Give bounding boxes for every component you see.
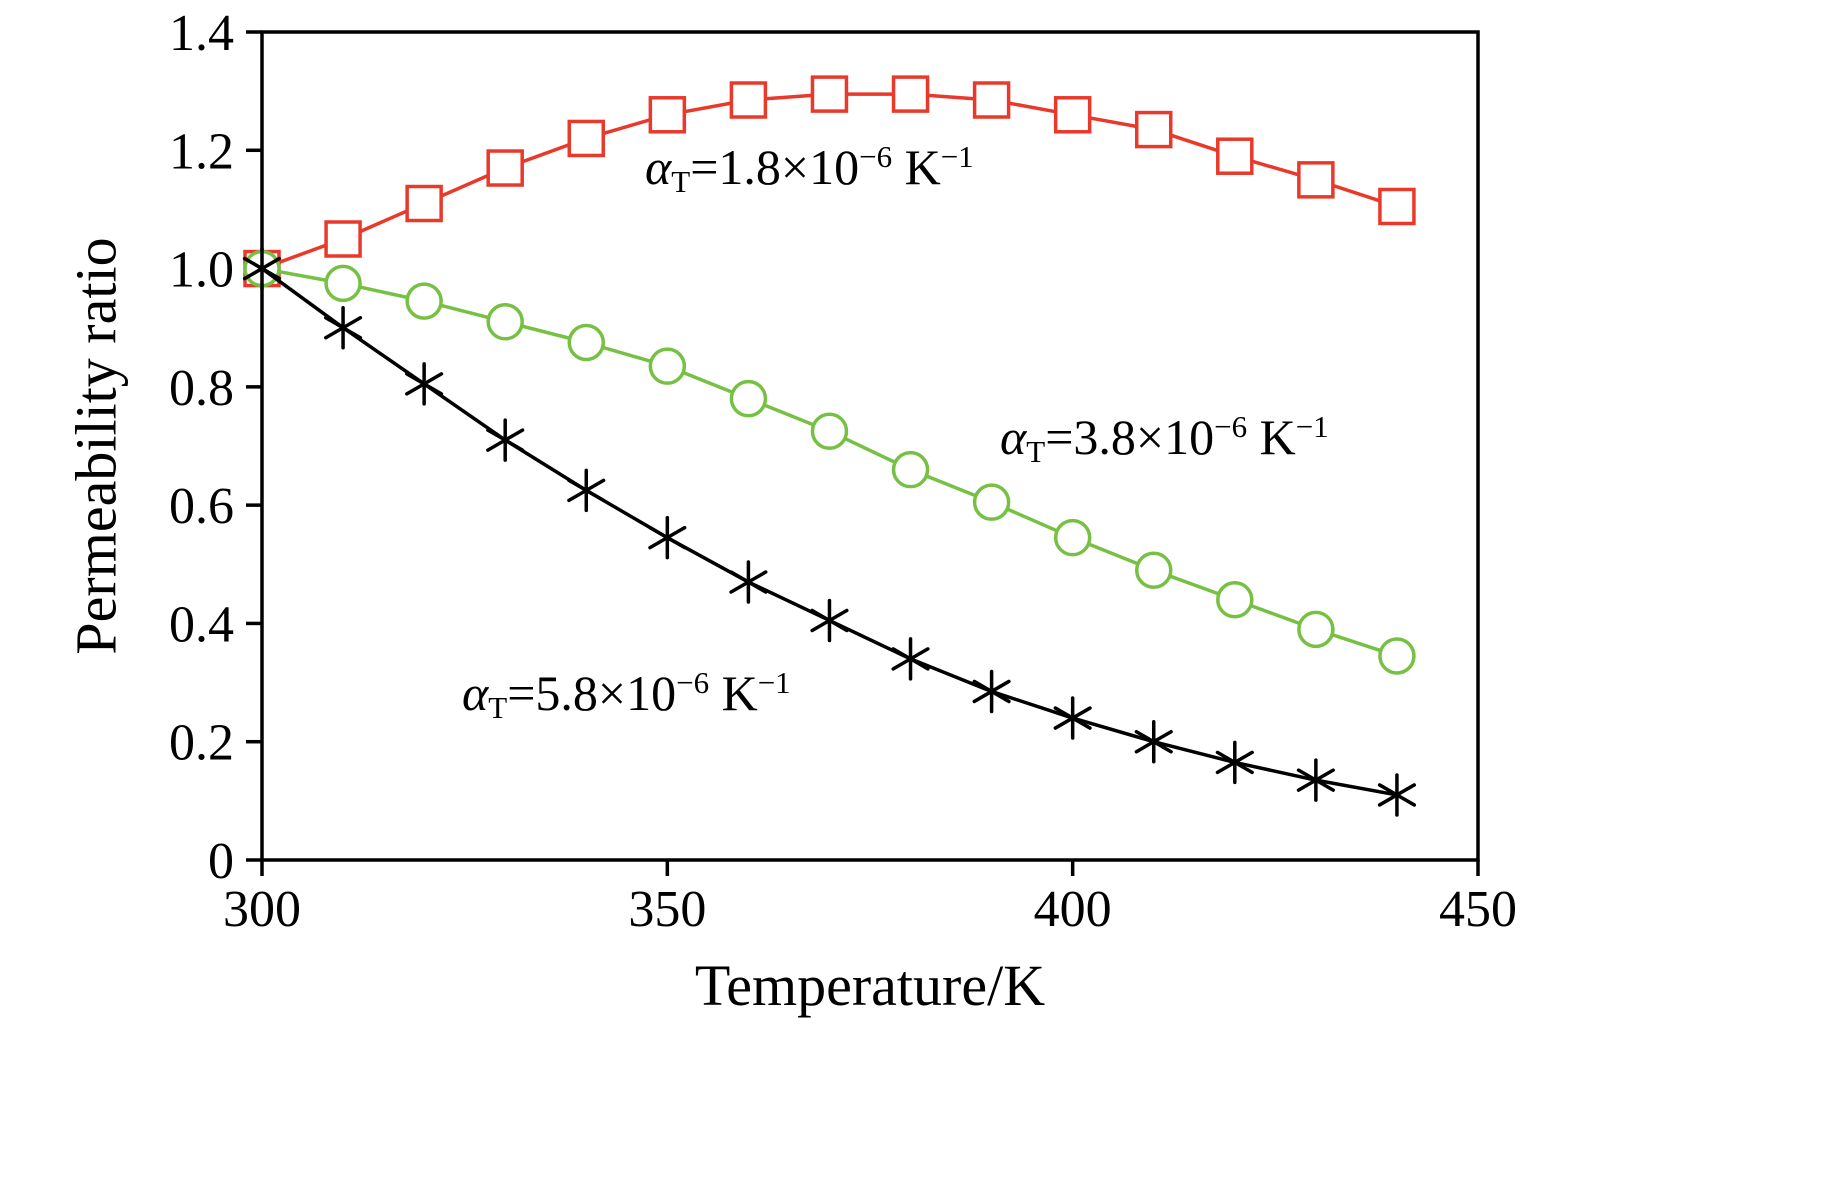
x-tick-label: 300 bbox=[223, 881, 301, 938]
y-tick-label: 1.0 bbox=[169, 242, 234, 299]
x-tick-label: 400 bbox=[1034, 881, 1112, 938]
y-tick-label: 0.2 bbox=[169, 715, 234, 772]
plot-frame bbox=[260, 30, 1480, 862]
y-axis-title: Permeability ratio bbox=[63, 237, 129, 655]
x-tick-label: 350 bbox=[628, 881, 706, 938]
x-tick-label: 450 bbox=[1439, 881, 1517, 938]
marker-circle bbox=[1297, 610, 1335, 649]
unit-exponent: −1 bbox=[1295, 408, 1329, 444]
marker-asterisk bbox=[1215, 750, 1254, 775]
marker-asterisk bbox=[1377, 783, 1417, 807]
y-tick-label: 1.2 bbox=[169, 123, 234, 180]
marker-square bbox=[567, 119, 606, 158]
y-tick-label: 0 bbox=[208, 833, 234, 890]
unit-exponent: −1 bbox=[757, 664, 791, 700]
series-line bbox=[260, 267, 1398, 797]
exponent: −6 bbox=[1214, 408, 1248, 444]
marker-circle bbox=[972, 483, 1011, 521]
marker-square bbox=[1053, 96, 1092, 134]
marker-square bbox=[324, 220, 362, 258]
marker-asterisk bbox=[729, 570, 768, 594]
unit-exponent: −1 bbox=[940, 138, 974, 174]
annotation-body: =5.8×10 bbox=[507, 665, 677, 721]
marker-circle bbox=[1378, 637, 1416, 675]
marker-square bbox=[486, 149, 524, 187]
marker-asterisk bbox=[242, 256, 282, 281]
annotation-body: =3.8×10 bbox=[1045, 409, 1215, 465]
y-tick-label: 0.4 bbox=[169, 596, 234, 653]
alpha-symbol: α bbox=[645, 139, 672, 195]
alpha-subscript: T bbox=[1026, 433, 1046, 469]
marker-square bbox=[1297, 161, 1335, 199]
marker-circle bbox=[1216, 581, 1254, 619]
marker-square bbox=[648, 96, 687, 134]
marker-asterisk bbox=[810, 608, 849, 633]
alpha-subscript: T bbox=[488, 689, 508, 725]
y-tick-label: 1.4 bbox=[169, 5, 234, 62]
annotation-alpha-1-8: αT=1.8×10−6 K−1 bbox=[645, 138, 974, 200]
marker-circle bbox=[1134, 551, 1173, 589]
y-tick-label: 0.6 bbox=[169, 478, 234, 535]
exponent: −6 bbox=[676, 664, 710, 700]
marker-asterisk bbox=[323, 315, 363, 340]
marker-circle bbox=[810, 412, 849, 450]
marker-square bbox=[1378, 187, 1416, 226]
annotation-body: =1.8×10 bbox=[690, 139, 860, 195]
y-tick-label: 0.8 bbox=[169, 360, 234, 417]
alpha-subscript: T bbox=[671, 163, 691, 199]
marker-square bbox=[810, 75, 849, 113]
marker-circle bbox=[486, 303, 524, 341]
marker-asterisk bbox=[972, 679, 1011, 704]
marker-asterisk bbox=[1134, 729, 1173, 754]
marker-square bbox=[729, 81, 768, 119]
marker-circle bbox=[567, 323, 606, 362]
marker-square bbox=[1216, 137, 1254, 175]
marker-square bbox=[972, 81, 1011, 119]
marker-asterisk bbox=[567, 478, 606, 503]
marker-square bbox=[891, 75, 930, 113]
annotation-alpha-3-8: αT=3.8×10−6 K−1 bbox=[1000, 408, 1329, 470]
annotation-alpha-5-8: αT=5.8×10−6 K−1 bbox=[462, 664, 791, 726]
exponent: −6 bbox=[859, 138, 893, 174]
annotation-unit: K bbox=[892, 139, 941, 195]
marker-asterisk bbox=[1053, 706, 1092, 730]
marker-square bbox=[1134, 110, 1173, 149]
marker-circle bbox=[648, 347, 687, 385]
marker-square bbox=[405, 184, 443, 223]
marker-circle bbox=[324, 264, 362, 303]
marker-asterisk bbox=[486, 428, 525, 452]
annotation-unit: K bbox=[1247, 409, 1296, 465]
marker-circle bbox=[405, 282, 443, 320]
marker-asterisk bbox=[1296, 768, 1335, 792]
marker-circle bbox=[729, 379, 768, 418]
marker-asterisk bbox=[891, 647, 930, 671]
x-axis-title: Temperature/K bbox=[694, 953, 1046, 1018]
marker-asterisk bbox=[648, 525, 687, 550]
marker-circle bbox=[891, 450, 930, 489]
alpha-symbol: α bbox=[1000, 409, 1027, 465]
marker-circle bbox=[1053, 518, 1092, 557]
marker-asterisk bbox=[405, 372, 444, 396]
annotation-unit: K bbox=[709, 665, 758, 721]
alpha-symbol: α bbox=[462, 665, 489, 721]
